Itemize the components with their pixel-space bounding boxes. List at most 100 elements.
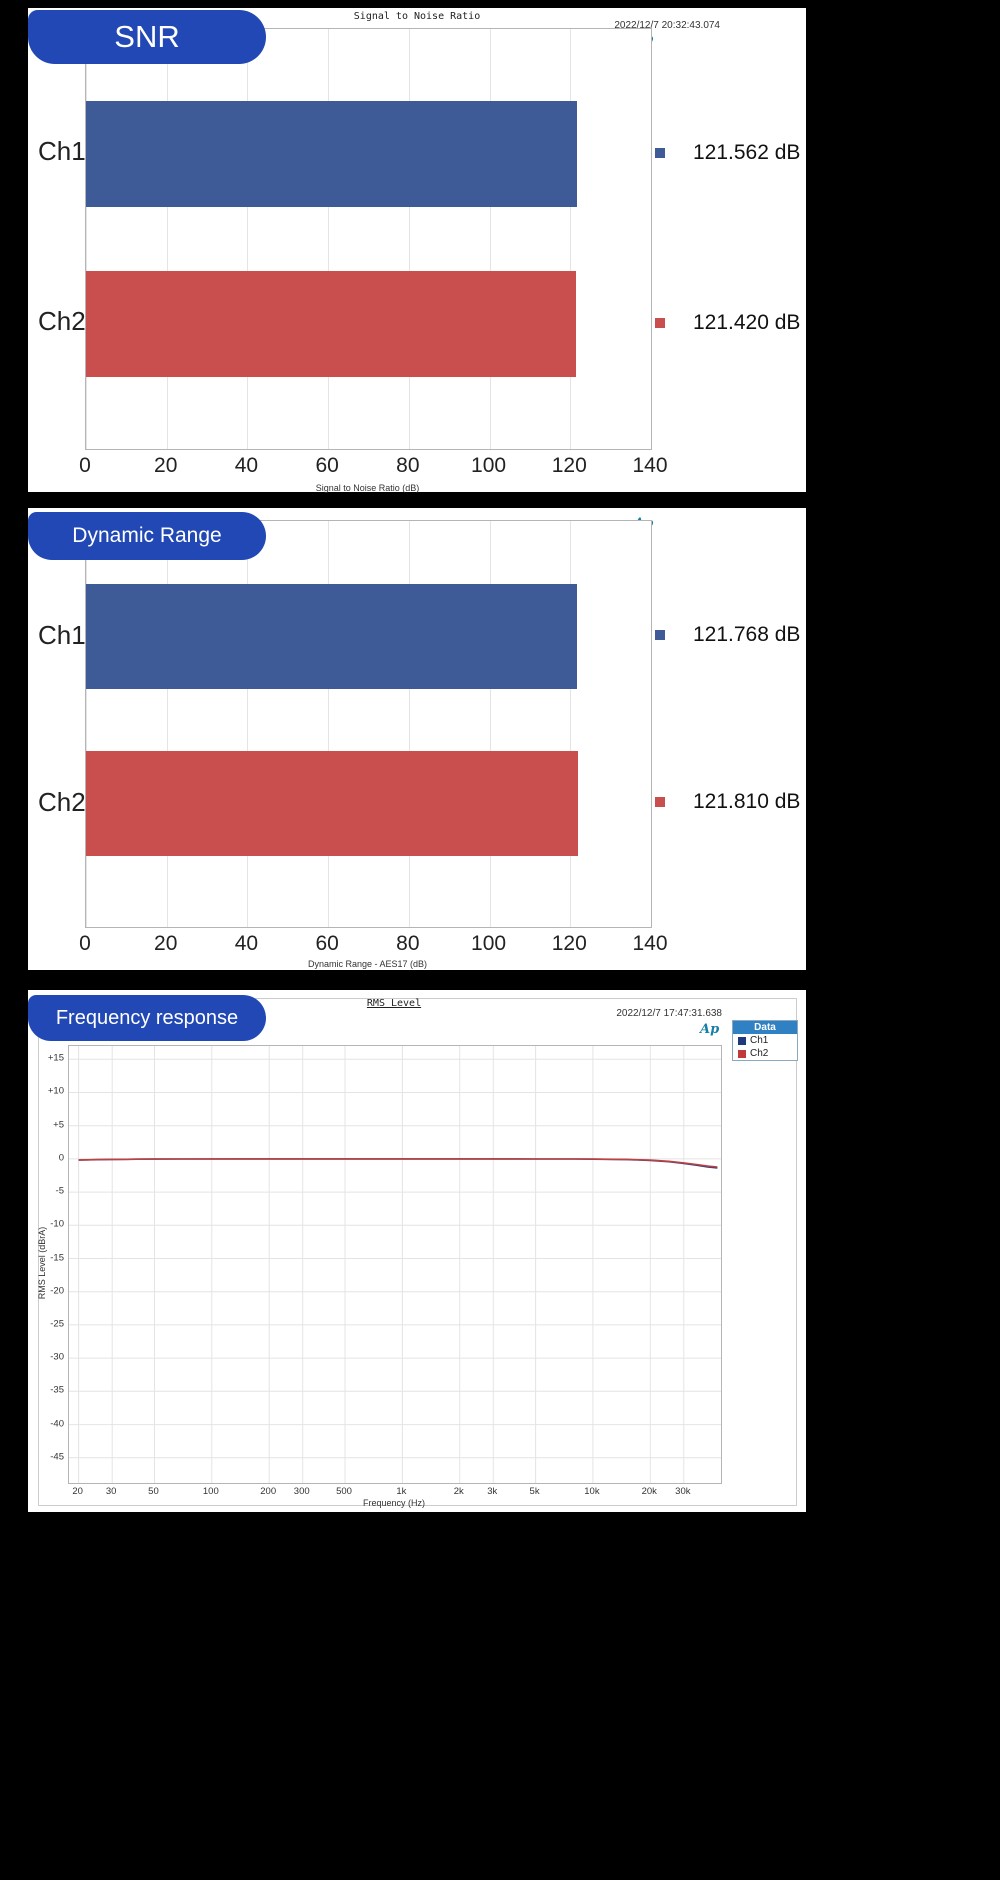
value-entry-ch2: 121.810 dB — [655, 790, 800, 814]
snr-badge: SNR — [28, 10, 266, 64]
value-label-ch1: 121.768 dB — [693, 623, 801, 646]
value-label-ch1: 121.562 dB — [693, 141, 801, 164]
vertical-gridline — [328, 521, 330, 927]
y-tick-label: -45 — [50, 1451, 64, 1463]
frequency-response-badge: Frequency response — [28, 995, 266, 1041]
x-tick-label: 60 — [315, 454, 339, 477]
x-tick-label: 140 — [632, 454, 668, 477]
x-tick-label: 80 — [396, 932, 420, 955]
ch1-swatch-icon — [655, 630, 665, 640]
ch2-swatch-icon — [655, 318, 665, 328]
vertical-gridline — [408, 29, 410, 449]
vertical-gridline — [570, 29, 572, 449]
x-tick-label: 100 — [202, 1486, 219, 1497]
rms-plot-svg — [69, 1046, 721, 1483]
category-label-ch2: Ch2 — [38, 787, 86, 817]
dr-bar-ch1 — [86, 584, 578, 689]
chart-title: Signal to Noise Ratio — [353, 11, 481, 22]
snr-plot-area — [85, 28, 652, 450]
x-axis-label: Dynamic Range - AES17 (dB) — [307, 959, 428, 969]
x-tick-label: 120 — [551, 932, 587, 955]
ch1-swatch-icon — [655, 148, 665, 158]
x-tick-label: 500 — [336, 1486, 352, 1497]
category-label-ch1: Ch1 — [38, 620, 86, 650]
legend-title: Data — [733, 1021, 797, 1034]
ch1-swatch-icon — [738, 1036, 746, 1045]
x-tick-label: 140 — [632, 932, 668, 955]
ch2-swatch-icon — [738, 1049, 746, 1058]
category-label-ch2: Ch2 — [38, 306, 86, 336]
x-tick-label: 20 — [154, 932, 178, 955]
x-tick-label: 80 — [396, 454, 420, 477]
x-tick-label: 0 — [79, 932, 91, 955]
snr-bar-ch1 — [86, 101, 577, 207]
x-tick-label: 40 — [234, 932, 259, 955]
category-label-ch1: Ch1 — [38, 136, 86, 166]
y-tick-label: -20 — [50, 1285, 64, 1297]
x-axis-ticks: 0 20 40 60 80 100 120 140 — [79, 932, 667, 958]
value-label-ch2: 121.810 dB — [693, 790, 801, 813]
x-tick-label: 20 — [72, 1486, 83, 1497]
x-tick-label: 200 — [260, 1486, 277, 1497]
frequency-response-panel: RMS Level 2022/12/7 17:47:31.638 Ap Data… — [28, 990, 806, 1512]
value-entry-ch1: 121.562 dB — [655, 141, 800, 165]
y-axis-ticks: +15 +10 +5 0 -5 -10 -15 -20 -25 -30 -35 -40 -45 — [34, 1045, 64, 1482]
legend-item-ch2: Ch2 — [733, 1047, 797, 1060]
dr-bar-ch2 — [86, 751, 578, 856]
chart-timestamp: 2022/12/7 17:47:31.638 — [616, 1008, 722, 1019]
value-label-ch2: 121.420 dB — [693, 311, 801, 334]
value-entry-ch2: 121.420 dB — [655, 311, 800, 335]
ch2-swatch-icon — [655, 797, 665, 807]
chart-timestamp: 2022/12/7 20:32:43.074 — [614, 20, 720, 31]
vertical-gridline — [489, 29, 491, 449]
x-tick-label: 40 — [234, 454, 259, 477]
dynamic-range-chart-panel: Ap Ch1 Ch2 121.768 dB 121.810 dB 0204060… — [28, 508, 806, 970]
x-tick-label: 5k — [529, 1486, 540, 1497]
x-tick-label: 2k — [453, 1486, 464, 1497]
legend-item-ch1: Ch1 — [733, 1034, 797, 1047]
rms-plot-area — [68, 1045, 722, 1484]
x-tick-label: 100 — [471, 454, 507, 477]
series-ch1 — [78, 1158, 718, 1169]
y-tick-label: +5 — [53, 1119, 64, 1131]
x-tick-label: 30k — [675, 1486, 691, 1497]
ap-logo-icon: Ap — [700, 1022, 720, 1037]
y-tick-label: -15 — [50, 1252, 64, 1264]
x-tick-label: 0 — [79, 454, 91, 477]
y-tick-label: -35 — [50, 1384, 64, 1396]
vertical-gridline — [247, 521, 249, 927]
value-entry-ch1: 121.768 dB — [655, 623, 800, 647]
vertical-gridline — [86, 521, 87, 927]
vertical-gridline — [328, 29, 330, 449]
y-tick-label: +15 — [47, 1052, 64, 1064]
y-tick-label: -10 — [50, 1218, 64, 1230]
vertical-gridline — [408, 521, 410, 927]
x-tick-label: 60 — [315, 932, 339, 955]
vertical-gridline — [86, 29, 87, 449]
snr-bar-ch2 — [86, 271, 577, 377]
x-tick-label: 50 — [148, 1486, 159, 1497]
x-tick-label: 1k — [396, 1486, 407, 1497]
dynamic-range-plot-area — [85, 520, 652, 928]
vertical-gridline — [651, 521, 652, 927]
y-tick-label: +10 — [47, 1085, 64, 1097]
chart-frame — [38, 998, 797, 1506]
vertical-gridline — [651, 29, 652, 449]
x-axis-label: Signal to Noise Ratio (dB) — [315, 483, 420, 493]
y-tick-label: -40 — [50, 1418, 64, 1430]
x-tick-label: 20 — [154, 454, 178, 477]
x-tick-label: 30 — [105, 1486, 117, 1497]
x-tick-label: 10k — [584, 1486, 600, 1497]
x-axis-label: Frequency (Hz) — [362, 1498, 425, 1508]
legend: Data Ch1 Ch2 — [732, 1020, 798, 1061]
y-tick-label: 0 — [58, 1152, 64, 1164]
vertical-gridline — [489, 521, 491, 927]
snr-chart-panel: Signal to Noise Ratio 2022/12/7 20:32:43… — [28, 8, 806, 493]
vertical-gridline — [247, 29, 249, 449]
x-tick-label: 20k — [641, 1486, 657, 1497]
vertical-gridline — [166, 521, 168, 927]
vertical-gridline — [570, 521, 572, 927]
y-tick-label: -25 — [50, 1318, 64, 1330]
x-tick-label: 120 — [551, 454, 587, 477]
